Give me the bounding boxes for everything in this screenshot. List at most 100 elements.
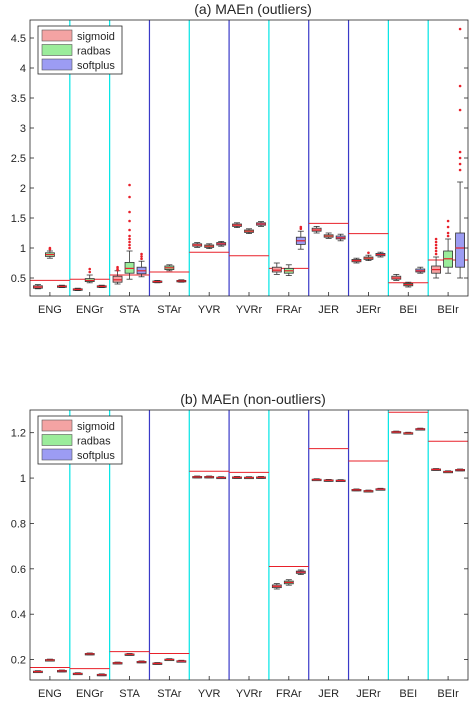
box-radbas-YVR <box>204 243 215 250</box>
box-sigmoid-ENGr <box>72 672 83 676</box>
y-tick-label: 0.4 <box>11 609 26 621</box>
outlier-point <box>434 246 438 250</box>
outlier-point <box>299 225 303 229</box>
box-radbas-JERr <box>363 489 374 493</box>
x-tick-label: BEIr <box>437 304 459 316</box>
box-softplus-JER <box>335 479 346 483</box>
legend-label-softplus: softplus <box>77 60 115 72</box>
box-sigmoid-YVR <box>192 475 203 479</box>
box-sigmoid-BEI <box>391 273 402 281</box>
box-softplus-ENGr <box>96 284 107 289</box>
box-sigmoid-JER <box>311 478 322 482</box>
outlier-point <box>140 257 143 261</box>
box-radbas-BEI <box>403 281 414 288</box>
box-sigmoid-FRAr <box>271 583 282 590</box>
outlier-point <box>458 162 462 166</box>
y-tick-label: 3.5 <box>11 93 26 105</box>
box-radbas-STA <box>124 183 135 280</box>
box-sigmoid-JERr <box>351 257 362 264</box>
x-tick-label: BEIr <box>437 688 459 700</box>
outlier-point <box>128 219 131 223</box>
chart-title: (a) MAEn (outliers) <box>194 1 311 17</box>
box-softplus-YVR <box>216 240 227 247</box>
box-body <box>455 232 465 268</box>
x-tick-label: JER <box>318 688 339 700</box>
x-tick-label: STA <box>119 304 140 316</box>
box-radbas-YVR <box>204 475 215 479</box>
chart-panel-2: 0.2 0.4 0.6 0.8 1 1.2 ENG ENGr STA STAr YVR YVRr FRA… <box>11 391 469 700</box>
outlier-point <box>434 240 438 244</box>
legend-label-softplus: softplus <box>77 450 115 462</box>
y-tick-label: 1.2 <box>11 428 26 440</box>
box-softplus-FRAr <box>295 569 306 575</box>
x-tick-label: YVRr <box>236 304 263 316</box>
legend-label-sigmoid: sigmoid <box>77 31 115 43</box>
x-tick-label: STA <box>119 688 140 700</box>
box-softplus-ENGr <box>96 673 107 677</box>
outlier-point <box>434 237 438 241</box>
outlier-point <box>446 234 450 238</box>
outlier-point <box>48 246 52 250</box>
y-tick-label: 0.2 <box>11 655 26 667</box>
box-radbas-STAr <box>164 658 175 662</box>
box-softplus-STA <box>136 660 147 664</box>
legend-label-sigmoid: sigmoid <box>77 421 115 433</box>
box-sigmoid-STA <box>112 265 123 285</box>
x-tick-label: JERr <box>356 688 381 700</box>
x-tick-label: STAr <box>157 304 182 316</box>
outlier-point <box>434 249 438 253</box>
box-radbas-JER <box>323 232 334 239</box>
outlier-point <box>446 219 450 223</box>
box-radbas-BEIr <box>443 470 453 474</box>
box-sigmoid-STAr <box>152 662 163 665</box>
box-softplus-ENG <box>57 284 67 289</box>
legend-swatch-softplus <box>41 58 73 71</box>
x-tick-label: ENG <box>38 304 62 316</box>
y-tick-label: 2 <box>20 183 26 195</box>
outlier-point <box>446 231 450 235</box>
outlier-point <box>140 252 143 256</box>
legend-swatch-softplus <box>41 448 73 461</box>
box-sigmoid-YVR <box>192 242 203 248</box>
box-sigmoid-YVRr <box>232 222 242 229</box>
x-tick-label: YVR <box>198 688 221 700</box>
box-softplus-ENG <box>57 669 67 673</box>
outlier-point <box>116 267 119 271</box>
outlier-point <box>458 150 462 154</box>
box-sigmoid-BEIr <box>431 237 441 279</box>
y-tick-label: 2.5 <box>11 153 26 165</box>
outlier-point <box>434 243 438 247</box>
box-softplus-YVRr <box>256 476 266 479</box>
y-tick-label: 3 <box>20 123 26 135</box>
outlier-point <box>128 237 131 241</box>
box-sigmoid-STAr <box>152 279 163 284</box>
box-radbas-ENG <box>45 658 55 662</box>
x-tick-label: YVR <box>198 304 221 316</box>
legend-label-radbas: radbas <box>77 46 111 58</box>
box-radbas-YVRr <box>244 228 254 235</box>
box-softplus-BEIr <box>455 468 465 472</box>
y-tick-label: 4 <box>20 63 26 75</box>
outlier-point <box>458 108 462 112</box>
box-softplus-BEI <box>415 427 426 431</box>
outlier-point <box>446 225 450 229</box>
box-radbas-ENGr <box>84 652 95 656</box>
y-tick-label: 0.6 <box>11 564 26 576</box>
x-tick-label: FRAr <box>276 304 302 316</box>
box-radbas-ENGr <box>84 267 95 284</box>
x-tick-label: ENGr <box>76 304 104 316</box>
box-softplus-JERr <box>375 251 386 258</box>
box-sigmoid-ENG <box>33 670 43 674</box>
box-softplus-JERr <box>375 487 386 491</box>
x-tick-label: JER <box>318 304 339 316</box>
box-radbas-STAr <box>164 264 175 272</box>
y-tick-label: 1 <box>20 473 26 485</box>
outlier-point <box>140 255 143 258</box>
x-tick-label: BEI <box>399 688 417 700</box>
box-sigmoid-ENG <box>33 284 43 290</box>
box-radbas-STA <box>124 653 135 656</box>
outlier-point <box>434 252 438 256</box>
x-tick-label: YVRr <box>236 688 263 700</box>
outlier-point <box>458 168 462 172</box>
chart-panel-1: 0.5 1 1.5 2 2.5 3 3.5 4 4.5 ENG ENGr STA STAr YVR YVRr… <box>11 1 469 316</box>
